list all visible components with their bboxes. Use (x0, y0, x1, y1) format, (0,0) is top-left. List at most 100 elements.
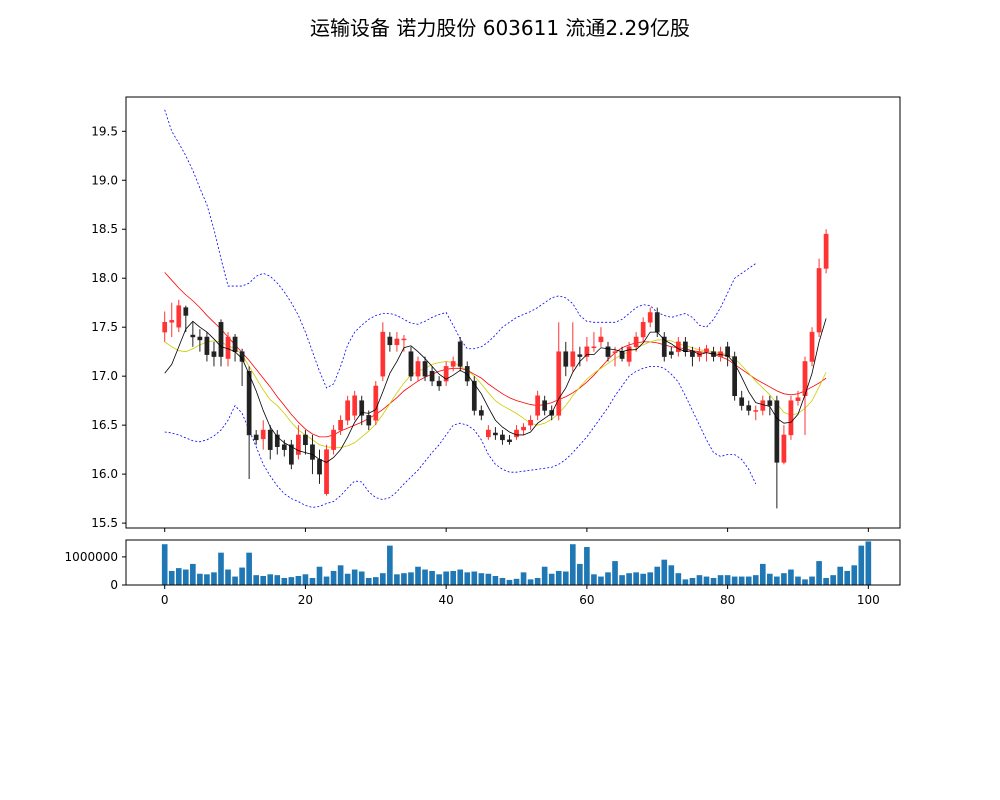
volume-bar (492, 576, 499, 585)
candle-body (626, 346, 632, 362)
volume-bar (232, 576, 238, 585)
volume-bar (605, 572, 611, 585)
price-ytick-label: 16.5 (91, 418, 118, 432)
volume-bar (372, 577, 379, 585)
volume-bar (344, 573, 351, 585)
candle-body (760, 400, 766, 411)
candle (162, 311, 168, 342)
candle-body (260, 429, 266, 440)
candle-body (521, 426, 526, 431)
volume-bar (745, 576, 752, 585)
candle-body (253, 434, 259, 441)
candle-body (514, 429, 519, 438)
candle (500, 430, 505, 445)
candle-body (591, 346, 597, 349)
candle-body (640, 322, 646, 338)
candle (767, 395, 773, 416)
candle (408, 346, 414, 382)
candle (598, 327, 604, 347)
candle-body (281, 444, 287, 450)
candle (331, 425, 336, 455)
volume-xtick-label: 20 (298, 593, 313, 607)
candle (690, 346, 695, 367)
candle-body (359, 400, 365, 416)
volume-bar (323, 576, 330, 585)
candle (725, 341, 730, 367)
candle-body (577, 354, 583, 357)
candle (795, 390, 801, 406)
volume-bar (534, 577, 541, 585)
price-ytick-label: 16.0 (91, 467, 118, 481)
candle-body (366, 415, 372, 426)
candle-body (767, 400, 773, 406)
price-panel: 15.5 16.0 16.5 17.0 17.5 18.0 18.5 19.0 19.5 (91, 96, 901, 532)
volume-bar (190, 563, 196, 585)
candle (239, 348, 245, 386)
candle (436, 376, 442, 391)
candle (675, 336, 681, 357)
candle-body (774, 400, 780, 463)
volume-bar (654, 566, 661, 585)
candle-body (232, 336, 238, 352)
candle-body (274, 434, 280, 447)
candle (359, 395, 365, 426)
candle (218, 319, 224, 367)
candle-body (598, 336, 604, 343)
volume-bar (394, 574, 400, 585)
volume-bar (457, 569, 464, 585)
volume-bar (626, 573, 632, 585)
candle (380, 322, 386, 382)
candle (443, 361, 449, 386)
candle (401, 335, 407, 352)
volume-bar (710, 577, 717, 585)
candle (471, 376, 477, 416)
volume-bar (281, 577, 288, 585)
volume-bar (682, 579, 689, 585)
candle-body (352, 395, 358, 416)
candle-body (725, 346, 730, 357)
price-ytick-label: 18.5 (91, 222, 118, 236)
candle-body (500, 434, 505, 441)
candle-body (296, 434, 301, 455)
volume-bar (816, 561, 822, 585)
volume-bar (781, 573, 787, 585)
candle (267, 425, 273, 460)
candle-body (542, 400, 548, 411)
candle (633, 332, 639, 352)
price-ytick-label: 17.0 (91, 369, 118, 383)
chart-title: 运输设备 诺力股份 603611 流通2.29亿股 (310, 16, 690, 40)
candle (668, 346, 674, 359)
volume-axes-frame (125, 539, 901, 586)
volume-bar (429, 570, 435, 585)
candle (303, 430, 308, 455)
volume-bar (309, 577, 316, 585)
volume-bar (858, 545, 865, 585)
volume-ytick-label: 0 (110, 578, 118, 592)
candle-body (176, 305, 182, 328)
candle (232, 334, 238, 362)
volume-bar (365, 577, 372, 585)
volume-bar (408, 572, 414, 585)
candle (542, 395, 548, 416)
candle-body (303, 434, 308, 445)
candle-body (528, 420, 533, 426)
candle-body (816, 268, 822, 333)
volume-ytick-label: 1000000 (65, 550, 118, 564)
candle (535, 390, 540, 421)
volume-bar (759, 563, 766, 585)
volume-bar (640, 573, 646, 585)
volume-bar (225, 569, 231, 585)
candle (197, 329, 203, 352)
candle (661, 332, 667, 362)
candle (823, 229, 829, 274)
candle (514, 425, 519, 440)
candle (584, 336, 590, 362)
candle (478, 405, 484, 421)
volume-bar (288, 577, 295, 585)
candle (647, 307, 653, 328)
candle (640, 317, 646, 342)
candle-body (647, 312, 653, 323)
candle-body (690, 351, 695, 357)
candle (387, 332, 393, 352)
volume-xtick-label: 100 (857, 593, 880, 607)
